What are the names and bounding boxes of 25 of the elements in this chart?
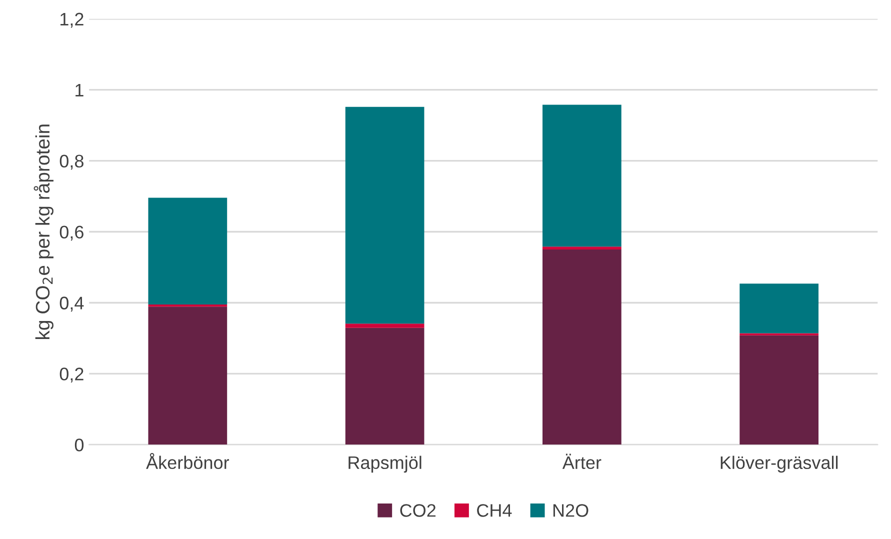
legend-label: CH4	[477, 504, 512, 517]
bar	[148, 306, 228, 445]
bar	[740, 284, 818, 334]
bar	[345, 106, 424, 324]
bar	[542, 246, 622, 250]
y-tick-label: 0	[74, 438, 84, 452]
y-tick-label: 0,4	[60, 296, 84, 312]
x-tick-label: Åkerbönor	[146, 453, 230, 470]
y-tick-label: 1	[76, 84, 84, 96]
x-tick-label: Klöver-gräsvall	[720, 456, 838, 473]
bar	[542, 250, 622, 445]
x-tick-label: Ärter	[562, 454, 602, 470]
y-axis-title: kg CO$_{2}$e per kg råprotein	[34, 124, 54, 339]
bar	[345, 328, 424, 445]
y-tick-label: 0,8	[60, 154, 84, 170]
bar	[740, 335, 818, 445]
legend-label: CO2	[400, 504, 436, 517]
y-tick-label: 0,6	[60, 226, 84, 241]
bar	[148, 198, 228, 305]
y-tick-label: 0,2	[60, 368, 84, 383]
legend-label: N2O	[553, 504, 588, 517]
x-tick-label: Rapsmjöl	[348, 456, 422, 473]
bar	[345, 324, 424, 328]
bar	[542, 104, 622, 247]
y-tick-label: 1,2	[60, 12, 84, 28]
